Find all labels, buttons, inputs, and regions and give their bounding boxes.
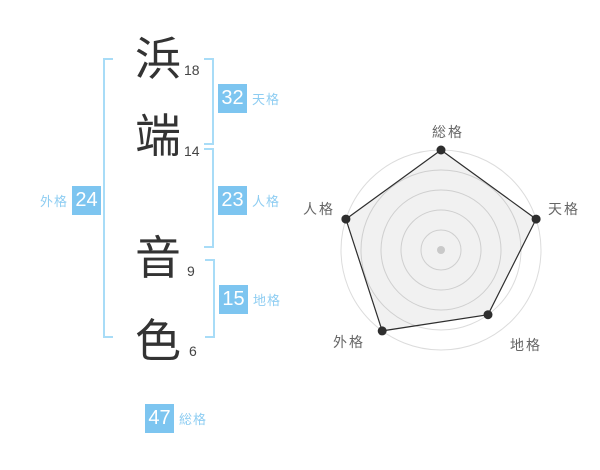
tenkaku-label: 天格 bbox=[252, 92, 281, 107]
stroke-count-3: 9 bbox=[187, 263, 195, 279]
name-character-3: 音 bbox=[135, 232, 181, 284]
name-character-4: 色 bbox=[135, 315, 181, 367]
radar-vertex-dot bbox=[341, 214, 351, 224]
radar-ring bbox=[420, 229, 462, 271]
radar-center-dot bbox=[437, 246, 445, 254]
gaikaku-value-badge: 24 bbox=[72, 186, 101, 215]
name-character-1: 浜 bbox=[135, 33, 181, 85]
chikaku-bracket bbox=[205, 259, 215, 338]
name-character-2: 端 bbox=[135, 110, 181, 162]
chikaku-value-badge: 15 bbox=[219, 285, 248, 314]
radar-axis-label: 人格 bbox=[303, 201, 335, 217]
stroke-count-2: 14 bbox=[184, 143, 200, 159]
tenkaku-bracket bbox=[204, 58, 214, 145]
stroke-count-4: 6 bbox=[189, 343, 197, 359]
radar-vertex-dot bbox=[436, 145, 446, 155]
radar-chart-container: 総格天格地格 外格 人格 bbox=[296, 110, 596, 405]
radar-axis-label: 天格 bbox=[548, 201, 580, 217]
soukaku-label: 総格 bbox=[179, 412, 208, 427]
radar-vertex-dot bbox=[483, 310, 493, 320]
radar-axis-label: 外格 bbox=[333, 334, 365, 350]
chikaku-label: 地格 bbox=[253, 293, 282, 308]
stroke-count-1: 18 bbox=[184, 62, 200, 78]
soukaku-value-badge: 47 bbox=[145, 404, 174, 433]
gaikaku-bracket bbox=[103, 58, 113, 338]
radar-axis-label: 総格 bbox=[432, 124, 464, 140]
radar-vertex-dot bbox=[531, 214, 541, 224]
radar-data-polygon bbox=[345, 149, 537, 332]
jinkaku-bracket bbox=[204, 148, 214, 248]
radar-ring bbox=[400, 209, 482, 291]
radar-axis-label: 地格 bbox=[510, 337, 542, 353]
radar-ring bbox=[380, 189, 502, 311]
tenkaku-value-badge: 32 bbox=[218, 84, 247, 113]
jinkaku-label: 人格 bbox=[252, 194, 281, 209]
gaikaku-label: 外格 bbox=[39, 194, 68, 209]
radar-vertex-dot bbox=[377, 326, 387, 336]
jinkaku-value-badge: 23 bbox=[218, 186, 247, 215]
